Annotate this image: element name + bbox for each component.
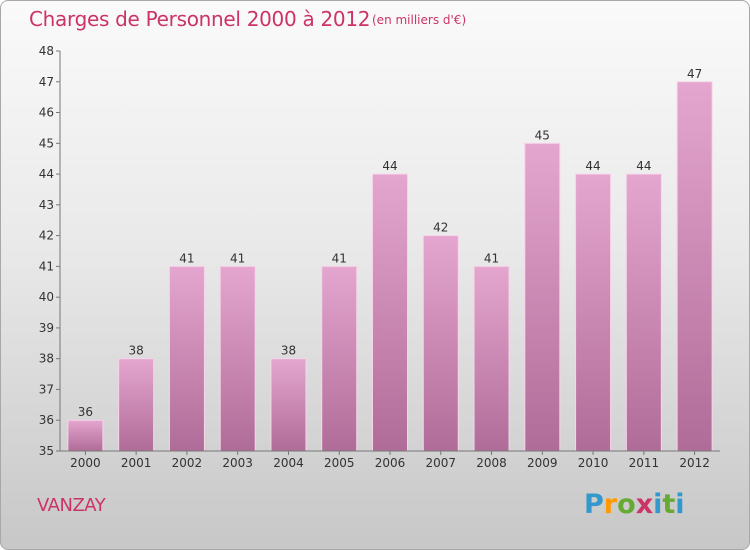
bar-value-label: 41 bbox=[230, 251, 245, 265]
x-tick-label: 2005 bbox=[324, 456, 355, 470]
logo-letter: r bbox=[603, 489, 618, 520]
bar bbox=[625, 173, 662, 452]
chart-subtitle: (en milliers d'€) bbox=[372, 13, 467, 27]
bar bbox=[118, 358, 155, 452]
bar bbox=[372, 173, 408, 452]
logo-letter: o bbox=[617, 489, 636, 520]
y-tick-label: 42 bbox=[39, 229, 54, 243]
y-tick-label: 38 bbox=[39, 352, 54, 366]
bar bbox=[270, 358, 307, 452]
bar-value-label: 42 bbox=[433, 221, 448, 235]
bar bbox=[676, 81, 713, 452]
y-tick-label: 35 bbox=[39, 444, 54, 458]
x-axis: 2000 2001 2002 2003 2004 2005 2006 2007 2008 2009… bbox=[60, 450, 720, 470]
x-tick-label: 2009 bbox=[527, 456, 558, 470]
y-tick-label: 47 bbox=[39, 75, 54, 89]
y-tick-label: 39 bbox=[39, 321, 54, 335]
chart-title: Charges de Personnel 2000 à 2012 bbox=[29, 7, 371, 31]
bar bbox=[321, 265, 358, 452]
x-tick-label: 2010 bbox=[578, 456, 609, 470]
x-tick-label: 2004 bbox=[273, 456, 304, 470]
bars: 36 38 41 41 38 41 44 42 41 45 44 44 47 bbox=[67, 67, 713, 452]
bar-value-label: 44 bbox=[636, 159, 651, 173]
bar-value-label: 47 bbox=[687, 67, 702, 81]
y-tick-label: 45 bbox=[39, 136, 54, 150]
bar-value-label: 45 bbox=[535, 128, 550, 142]
bar-value-label: 41 bbox=[484, 251, 499, 265]
bar-value-label: 44 bbox=[382, 159, 397, 173]
logo-letter: t bbox=[662, 489, 676, 520]
bar-value-label: 44 bbox=[585, 159, 600, 173]
y-tick-label: 41 bbox=[39, 259, 54, 273]
logo-letter: P bbox=[584, 489, 604, 520]
bar bbox=[473, 265, 510, 452]
logo-letter: i bbox=[675, 489, 685, 520]
proxiti-logo: Proxiti bbox=[584, 489, 685, 520]
logo-letter: i bbox=[653, 489, 663, 520]
x-tick-label: 2000 bbox=[70, 456, 101, 470]
bar bbox=[524, 142, 561, 452]
x-tick-label: 2012 bbox=[679, 456, 710, 470]
bar-value-label: 38 bbox=[129, 344, 144, 358]
y-tick-label: 43 bbox=[39, 198, 54, 212]
y-tick-label: 40 bbox=[39, 290, 54, 304]
x-tick-label: 2003 bbox=[222, 456, 253, 470]
y-tick-label: 46 bbox=[39, 106, 54, 120]
bar-value-label: 36 bbox=[78, 405, 93, 419]
x-tick-label: 2008 bbox=[476, 456, 507, 470]
bar-value-label: 41 bbox=[332, 251, 347, 265]
x-tick-label: 2006 bbox=[375, 456, 406, 470]
x-tick-label: 2011 bbox=[629, 456, 660, 470]
y-axis: 35 36 37 38 39 40 41 42 43 44 45 46 47 48 bbox=[39, 44, 61, 458]
bar bbox=[575, 173, 612, 452]
bar bbox=[168, 265, 205, 452]
y-tick-label: 36 bbox=[39, 413, 54, 427]
bar-value-label: 38 bbox=[281, 344, 296, 358]
y-tick-label: 44 bbox=[39, 167, 54, 181]
bar bbox=[219, 265, 256, 452]
y-tick-label: 37 bbox=[39, 382, 54, 396]
bar bbox=[422, 235, 459, 452]
bar bbox=[67, 419, 104, 452]
commune-name: VANZAY bbox=[37, 495, 106, 516]
x-tick-label: 2001 bbox=[121, 456, 152, 470]
x-tick-label: 2002 bbox=[172, 456, 203, 470]
x-tick-label: 2007 bbox=[425, 456, 456, 470]
y-tick-label: 48 bbox=[39, 44, 54, 58]
bar-value-label: 41 bbox=[179, 251, 194, 265]
logo-letter: x bbox=[635, 489, 654, 520]
